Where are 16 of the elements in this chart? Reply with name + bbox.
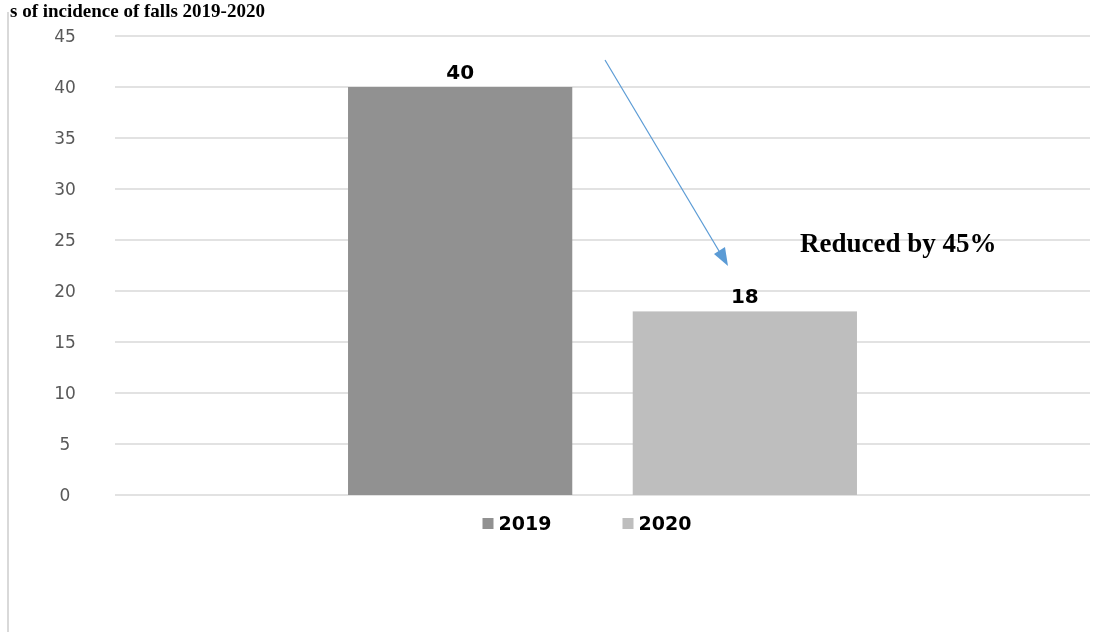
data-label: 40	[446, 60, 475, 84]
y-tick-label: 15	[54, 331, 76, 352]
y-tick-label: 40	[54, 76, 76, 97]
y-tick-label: 10	[54, 382, 76, 403]
y-tick-label: 20	[54, 280, 76, 301]
y-tick-label: 5	[59, 433, 71, 454]
y-tick-label: 0	[59, 484, 71, 505]
chart-title: s of incidence of falls 2019-2020	[10, 0, 265, 21]
annotation: Reduced by 45%	[800, 228, 997, 258]
data-label: 18	[730, 284, 759, 309]
legend-label: 2020	[638, 512, 692, 534]
y-tick-label: 30	[54, 178, 76, 199]
y-tick-label: 45	[54, 25, 76, 46]
y-tick-label: 25	[54, 229, 76, 250]
legend-label: 2019	[498, 512, 552, 534]
y-tick-label: 35	[54, 127, 76, 148]
